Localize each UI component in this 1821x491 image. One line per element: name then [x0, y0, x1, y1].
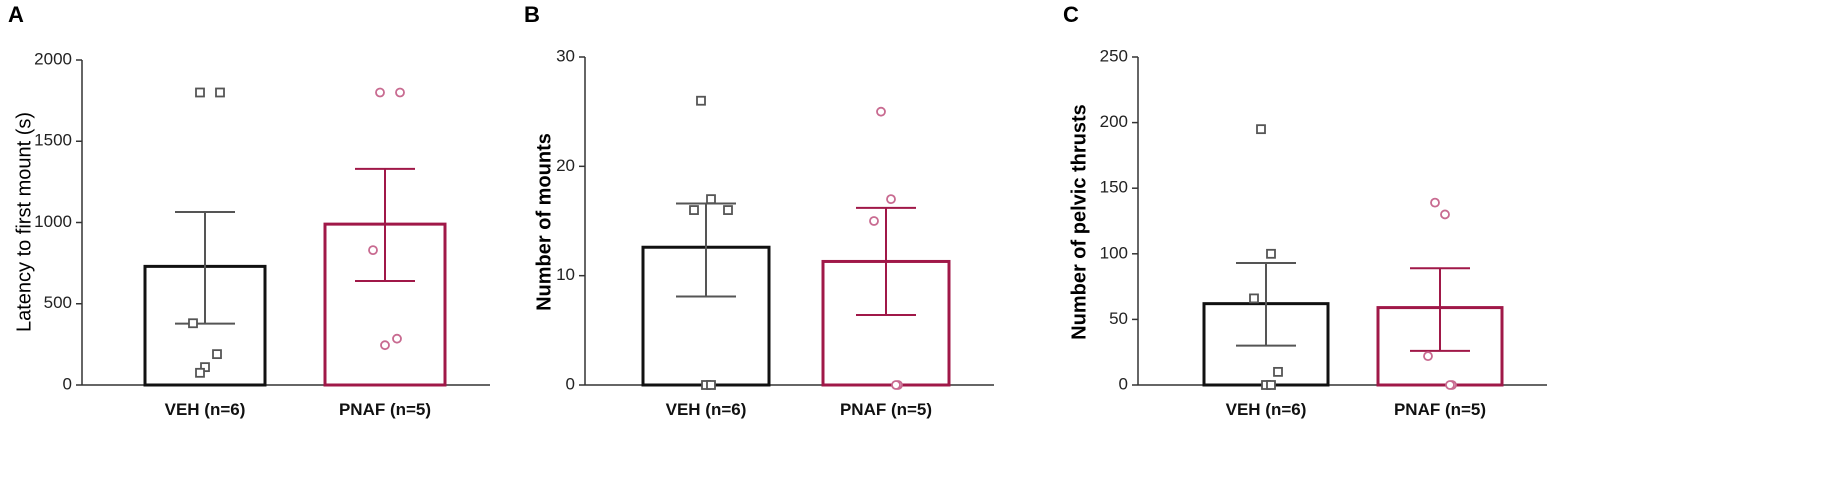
y-tick-label: 20 — [556, 156, 575, 175]
panel-a: A Latency to first mount (s) 0 500 1000 1500 2… — [8, 2, 490, 419]
bar-pnaf — [323, 222, 447, 387]
y-tick-label: 30 — [556, 46, 575, 65]
data-point-veh — [723, 205, 733, 215]
y-axis-label: Latency to first mount (s) — [13, 112, 35, 332]
y-tick-label: 250 — [1100, 46, 1128, 65]
y-tick-label: 200 — [1100, 112, 1128, 131]
data-point-veh — [1266, 248, 1276, 259]
x-category-label: PNAF (n=5) — [840, 400, 932, 419]
y-tick-label: 500 — [44, 293, 72, 312]
data-point-veh — [689, 205, 699, 215]
data-point-pnaf — [392, 333, 402, 344]
y-tick-label: 2000 — [34, 49, 72, 68]
data-point-pnaf — [375, 87, 385, 98]
data-point-pnaf — [886, 194, 896, 205]
data-point-pnaf — [869, 216, 879, 226]
y-tick-label: 0 — [63, 374, 72, 393]
data-point-pnaf — [1445, 380, 1455, 390]
x-category-label: VEH (n=6) — [165, 400, 246, 419]
data-point-veh — [1256, 124, 1266, 135]
data-point-veh — [200, 362, 210, 373]
data-point-veh — [1249, 293, 1259, 304]
data-point-veh — [195, 87, 205, 98]
data-point-pnaf — [1430, 197, 1440, 208]
panel-letter: A — [8, 2, 24, 27]
data-point-pnaf — [891, 380, 901, 390]
data-point-pnaf — [395, 87, 405, 98]
panel-letter: B — [524, 2, 540, 27]
y-tick-label: 0 — [566, 374, 575, 393]
data-point-veh — [188, 318, 198, 329]
data-point-veh — [1266, 380, 1276, 390]
y-tick-label: 1000 — [34, 212, 72, 231]
data-point-pnaf — [876, 106, 886, 117]
data-point-veh — [1273, 366, 1283, 377]
x-category-label: VEH (n=6) — [666, 400, 747, 419]
x-category-label: PNAF (n=5) — [1394, 400, 1486, 419]
y-tick-label: 10 — [556, 265, 575, 284]
data-point-pnaf — [368, 245, 378, 256]
data-point-veh — [195, 367, 205, 378]
data-point-veh — [696, 95, 706, 106]
data-point-pnaf — [1423, 351, 1433, 362]
panel-c: C Number of pelvic thrusts 0 50 100 150 200 250… — [1063, 2, 1547, 419]
y-tick-label: 50 — [1109, 309, 1128, 328]
y-tick-label: 0 — [1119, 374, 1128, 393]
y-axis-label: Number of pelvic thrusts — [1068, 104, 1090, 340]
data-point-veh — [706, 194, 716, 205]
y-tick-label: 100 — [1100, 243, 1128, 262]
data-point-pnaf — [1440, 209, 1450, 220]
x-category-label: PNAF (n=5) — [339, 400, 431, 419]
data-point-veh — [706, 380, 716, 390]
panel-letter: C — [1063, 2, 1079, 27]
y-axis-label: Number of mounts — [533, 133, 555, 311]
data-point-pnaf — [380, 340, 390, 351]
y-tick-label: 1500 — [34, 131, 72, 150]
data-point-veh — [212, 349, 222, 360]
data-point-veh — [215, 87, 225, 98]
x-category-label: VEH (n=6) — [1226, 400, 1307, 419]
panel-b: B Number of mounts 0 10 20 30 VEH (n=6) PNAF (n… — [524, 2, 994, 419]
y-tick-label: 150 — [1100, 178, 1128, 197]
